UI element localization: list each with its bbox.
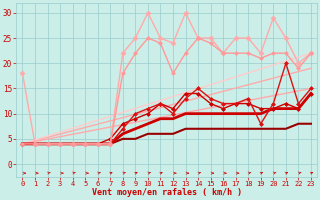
X-axis label: Vent moyen/en rafales ( km/h ): Vent moyen/en rafales ( km/h ) — [92, 188, 242, 197]
